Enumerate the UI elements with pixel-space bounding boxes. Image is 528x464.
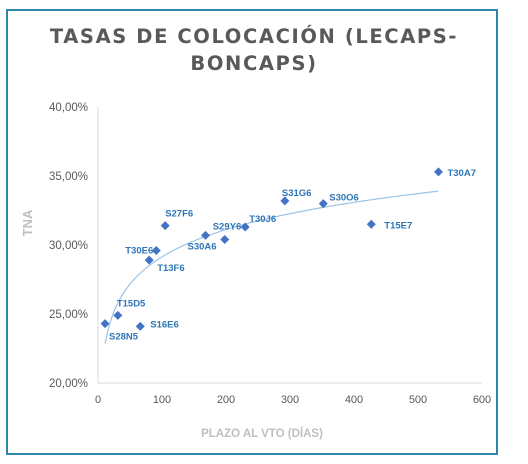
chart-title-line-2: BONCAPS) (190, 52, 318, 75)
data-label-s30o6: S30O6 (329, 193, 359, 204)
data-point-t15d5 (113, 310, 123, 320)
data-label-s31g6: S31G6 (282, 188, 312, 199)
data-label-t30e6: T30E6 (125, 246, 153, 257)
data-point-t30e6 (151, 246, 161, 256)
x-tick-label: 400 (345, 394, 363, 406)
data-point-s27f6 (160, 221, 170, 231)
y-tick-label: 25,00% (49, 309, 88, 321)
data-label-t30a7: T30A7 (447, 168, 476, 179)
x-tick-label: 100 (153, 394, 171, 406)
chart-title: TASAS DE COLOCACIÓN (LECAPS- BONCAPS) (8, 23, 500, 77)
data-points: S28N5 T15D5 S16E6 T13F6 T30E6 S27F6 S30A6 S29Y6… (100, 167, 476, 343)
data-label-s16e6: S16E6 (150, 319, 179, 330)
data-point-t13f6 (144, 255, 154, 265)
data-label-t15e7: T15E7 (384, 220, 412, 231)
x-tick-label: 500 (409, 394, 427, 406)
x-tick-label: 300 (281, 394, 299, 406)
x-tick-label: 600 (473, 394, 491, 406)
data-label-s27f6: S27F6 (165, 209, 193, 220)
data-point-t15e7 (366, 219, 376, 229)
data-label-t15d5: T15D5 (117, 298, 146, 309)
data-label-s30a6: S30A6 (188, 241, 217, 252)
data-point-s30a6 (201, 230, 211, 240)
chart-title-line-1: TASAS DE COLOCACIÓN (LECAPS- (49, 25, 459, 48)
data-point-s28n5 (100, 319, 110, 329)
y-tick-label: 20,00% (49, 378, 88, 390)
y-tick-label: 35,00% (49, 171, 88, 183)
y-axis-label: TNA (20, 209, 35, 236)
x-tick-label: 0 (95, 394, 101, 406)
data-label-s28n5: S28N5 (109, 332, 139, 343)
axes (97, 107, 482, 384)
data-label-t13f6: T13F6 (157, 263, 184, 274)
trendline (104, 190, 439, 344)
y-tick-label: 40,00% (49, 102, 88, 114)
chart-frame: TASAS DE COLOCACIÓN (LECAPS- BONCAPS) S2… (6, 9, 498, 455)
data-point-s29y6 (220, 234, 230, 244)
data-point-s30o6 (318, 199, 328, 209)
data-label-s29y6: S29Y6 (213, 221, 242, 232)
x-tick-label: 200 (217, 394, 235, 406)
data-point-t30a7 (433, 167, 443, 177)
data-point-s16e6 (135, 321, 145, 331)
tick-labels: 0 100 200 300 400 500 600 20,00% 25,00% 30,00% 35,… (49, 102, 491, 406)
x-axis-label: PLAZO AL VTO (DÍAS) (201, 427, 323, 440)
y-tick-label: 30,00% (49, 240, 88, 252)
data-point-t30j6 (240, 222, 250, 232)
data-point-s31g6 (280, 196, 290, 206)
scatter-chart: S28N5 T15D5 S16E6 T13F6 T30E6 S27F6 S30A6 S29Y6… (20, 102, 491, 440)
data-label-t30j6: T30J6 (249, 214, 276, 225)
